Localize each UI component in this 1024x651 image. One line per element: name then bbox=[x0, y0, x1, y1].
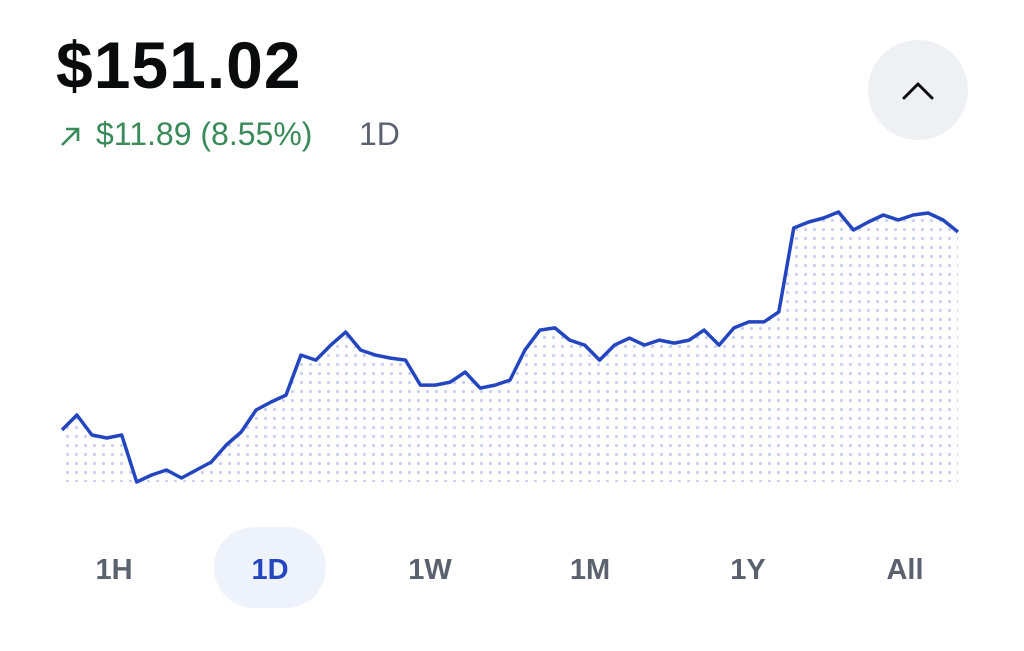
tab-label: 1H bbox=[95, 554, 132, 586]
tab-highlight bbox=[214, 527, 326, 608]
area bbox=[62, 212, 958, 482]
range-tab[interactable]: 1D bbox=[214, 527, 326, 608]
price: $151.02 bbox=[56, 28, 302, 102]
price-line bbox=[60, 210, 960, 484]
tab-label: 1Y bbox=[730, 554, 765, 586]
range-tab[interactable]: 1M bbox=[570, 554, 610, 586]
chart bbox=[60, 210, 960, 484]
tab-label: 1D bbox=[251, 554, 288, 586]
range-tabs: 1H 1D 1W 1M 1Y All bbox=[95, 527, 924, 608]
tab-label: All bbox=[886, 554, 923, 586]
tab-label: 1W bbox=[408, 554, 452, 586]
period: 1D bbox=[359, 116, 400, 152]
tab-label: 1M bbox=[570, 554, 610, 586]
collapse-button[interactable] bbox=[868, 40, 968, 140]
range-tab[interactable]: All bbox=[886, 554, 923, 586]
range-tab[interactable]: 1H bbox=[95, 554, 132, 586]
range-tab[interactable]: 1Y bbox=[730, 554, 765, 586]
change-arrow bbox=[61, 127, 80, 146]
price-change: $11.89 (8.55%) bbox=[96, 116, 312, 152]
range-tab[interactable]: 1W bbox=[408, 554, 452, 586]
